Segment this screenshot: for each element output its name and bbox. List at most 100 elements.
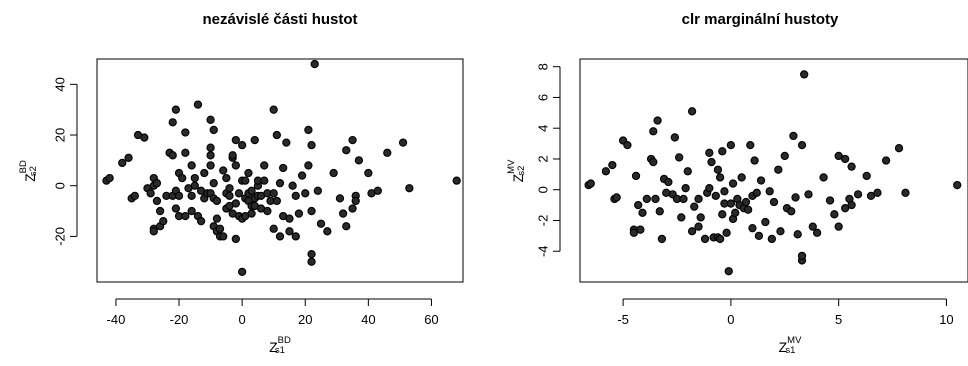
- data-point: [651, 194, 660, 204]
- data-point: [247, 186, 256, 195]
- y-tick-label: 40: [52, 77, 67, 91]
- data-point: [696, 213, 705, 222]
- data-point: [687, 107, 697, 116]
- data-point: [225, 191, 234, 200]
- data-point: [649, 127, 658, 136]
- data-point: [301, 189, 310, 198]
- data-point: [629, 228, 639, 237]
- data-point: [726, 140, 736, 150]
- data-point: [586, 179, 595, 188]
- data-point: [181, 211, 190, 221]
- x-tick-label: 5: [835, 312, 842, 327]
- data-point: [282, 138, 291, 147]
- data-point: [219, 166, 228, 175]
- data-points: [584, 70, 962, 276]
- data-point: [209, 125, 218, 135]
- data-point: [797, 140, 807, 150]
- data-point: [608, 160, 617, 170]
- data-point: [260, 176, 269, 185]
- data-point: [746, 140, 755, 150]
- data-point: [304, 161, 313, 170]
- data-point: [819, 173, 828, 182]
- data-point: [272, 196, 281, 206]
- y-tick-label: -4: [535, 245, 550, 257]
- data-point: [655, 207, 664, 216]
- data-point: [657, 234, 667, 244]
- data-point: [206, 151, 215, 160]
- x-tick-label: -20: [170, 312, 189, 327]
- data-point: [187, 191, 196, 200]
- data-point: [752, 188, 761, 197]
- data-point: [631, 171, 641, 181]
- x-axis-label: ZMV s1: [779, 335, 802, 356]
- data-point: [348, 204, 357, 213]
- data-point: [677, 213, 686, 222]
- x-axis: -40 -20 0 20 40 60: [107, 298, 439, 327]
- data-point: [405, 184, 414, 193]
- x-tick-label: 60: [424, 312, 438, 327]
- data-point: [718, 210, 727, 219]
- data-point: [715, 173, 725, 182]
- y-tick-label: 4: [535, 125, 550, 132]
- data-point: [638, 208, 647, 217]
- data-point: [687, 227, 697, 236]
- data-point: [215, 224, 225, 233]
- y-axis: -20 0 20 40: [52, 77, 78, 246]
- data-point: [901, 188, 910, 197]
- data-point: [847, 200, 856, 210]
- data-point: [152, 179, 162, 188]
- y-tick-label: -20: [52, 227, 67, 246]
- data-point: [642, 194, 651, 204]
- data-point: [711, 191, 720, 201]
- data-point: [118, 158, 127, 168]
- data-point: [178, 173, 187, 183]
- data-point: [269, 189, 278, 198]
- data-point: [834, 151, 843, 161]
- data-point: [323, 227, 332, 236]
- y-tick-label: 0: [535, 186, 550, 193]
- data-point: [743, 205, 753, 214]
- data-point: [830, 210, 839, 219]
- data-point: [373, 186, 382, 195]
- data-point: [310, 59, 319, 69]
- x-tick-label: -5: [617, 312, 629, 327]
- data-point: [754, 231, 764, 241]
- data-point: [737, 173, 746, 182]
- data-point: [840, 204, 850, 213]
- data-point: [873, 188, 882, 197]
- data-point: [187, 161, 196, 170]
- y-axis-label: ZMVs2: [506, 159, 527, 182]
- data-point: [155, 206, 165, 216]
- data-point: [130, 191, 140, 200]
- data-point: [244, 168, 253, 178]
- data-point: [623, 140, 632, 150]
- data-point: [793, 230, 802, 239]
- data-point: [797, 251, 807, 261]
- data-point: [707, 157, 716, 167]
- data-point: [285, 227, 294, 236]
- x-tick-label: 40: [361, 312, 375, 327]
- data-point: [804, 190, 813, 199]
- y-tick-label: 8: [535, 63, 550, 70]
- data-point: [225, 184, 234, 193]
- data-point: [200, 168, 209, 178]
- data-point: [825, 196, 835, 205]
- data-point: [269, 224, 278, 233]
- data-point: [237, 267, 247, 277]
- data-point: [212, 214, 222, 223]
- data-point: [791, 193, 800, 202]
- plot-frame: [579, 58, 968, 283]
- data-point: [715, 234, 725, 244]
- data-point: [124, 153, 133, 162]
- data-point: [348, 135, 357, 145]
- data-point: [181, 128, 190, 137]
- data-point: [313, 186, 323, 195]
- data-point: [174, 191, 184, 200]
- data-point: [171, 204, 181, 213]
- x-tick-label: 20: [298, 312, 312, 327]
- x-tick-label: 10: [939, 312, 953, 327]
- data-point: [206, 115, 215, 124]
- data-point: [452, 176, 461, 185]
- data-point: [219, 232, 228, 241]
